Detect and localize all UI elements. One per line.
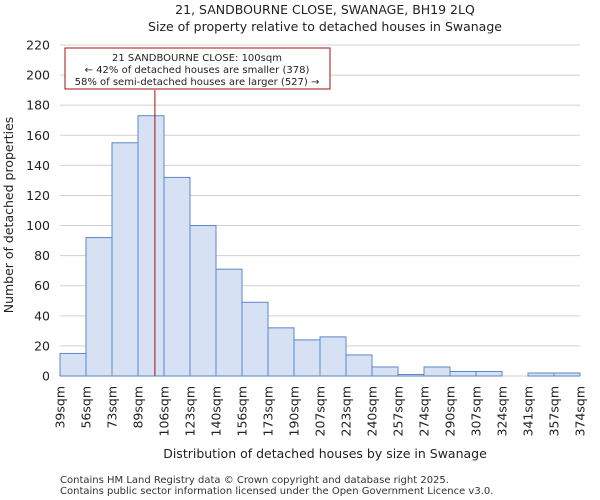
histogram-bar — [527, 372, 555, 377]
histogram-bar — [345, 354, 373, 377]
x-tick-group: 123sqm — [183, 386, 198, 436]
annotation-line-3: 58% of semi-detached houses are larger (… — [75, 77, 320, 88]
histogram-bar — [371, 366, 399, 377]
footer-line-2: Contains public sector information licen… — [60, 486, 493, 497]
x-tick-label: 290sqm — [443, 386, 458, 436]
x-tick-group: 257sqm — [391, 386, 406, 436]
annotation-frame — [64, 47, 331, 90]
histogram-bar — [163, 176, 191, 377]
annotation-line-2: ← 42% of detached houses are smaller (37… — [85, 65, 310, 76]
y-tick-label: 120 — [26, 188, 50, 203]
x-tick-label: 173sqm — [261, 386, 276, 436]
x-tick-label: 156sqm — [235, 386, 250, 436]
x-tick-label: 140sqm — [209, 386, 224, 436]
x-tick-label: 56sqm — [79, 386, 94, 429]
annotation-line-1: 21 SANDBOURNE CLOSE: 100sqm — [112, 53, 282, 64]
histogram-bar — [137, 115, 165, 377]
histogram-bar — [111, 142, 139, 377]
histogram-bar — [475, 370, 503, 377]
x-tick-group: 173sqm — [261, 386, 276, 436]
x-tick-group: 374sqm — [573, 386, 588, 436]
x-tick-group: 89sqm — [131, 386, 146, 429]
x-tick-label: 307sqm — [469, 386, 484, 436]
histogram-bar — [293, 339, 321, 377]
x-tick-label: 274sqm — [417, 386, 432, 436]
x-tick-label: 73sqm — [105, 386, 120, 429]
histogram-bar — [189, 225, 217, 377]
y-tick-label: 40 — [34, 308, 50, 323]
annotation-box: 21 SANDBOURNE CLOSE: 100sqm ← 42% of det… — [64, 47, 331, 90]
y-tick-label: 180 — [26, 98, 50, 113]
chart-subtitle: Size of property relative to detached ho… — [148, 19, 502, 34]
x-tick-group: 56sqm — [79, 386, 94, 429]
x-tick-group: 106sqm — [157, 386, 172, 436]
x-tick-label: 207sqm — [313, 386, 328, 436]
x-tick-group: 207sqm — [313, 386, 328, 436]
x-tick-group: 357sqm — [547, 386, 562, 436]
x-tick-group: 156sqm — [235, 386, 250, 436]
x-tick-group: 223sqm — [339, 386, 354, 436]
x-tick-group: 274sqm — [417, 386, 432, 436]
x-tick-group: 240sqm — [365, 386, 380, 436]
x-axis-label: Distribution of detached houses by size … — [163, 446, 487, 461]
bar-layer — [59, 115, 581, 377]
y-tick-label: 60 — [34, 278, 50, 293]
x-tick-label: 190sqm — [287, 386, 302, 436]
histogram-bar — [449, 370, 477, 377]
x-tick-group: 341sqm — [521, 386, 536, 436]
y-tick-label: 200 — [26, 68, 50, 83]
x-tick-group: 324sqm — [495, 386, 510, 436]
histogram-bar — [267, 327, 295, 377]
histogram-bar — [85, 237, 113, 377]
x-tick-group: 307sqm — [469, 386, 484, 436]
x-tick-label: 341sqm — [521, 386, 536, 436]
y-tick-label: 140 — [26, 158, 50, 173]
histogram-bar — [59, 352, 87, 377]
x-tick-label: 223sqm — [339, 386, 354, 436]
y-tick-label: 160 — [26, 128, 50, 143]
y-tick-layer: 0 20 40 60 80 100 120 140 160 180 200 220 — [26, 38, 50, 384]
histogram-bar — [423, 366, 451, 377]
histogram-bar — [553, 372, 581, 377]
x-tick-layer: 39sqm 56sqm 73sqm 89sqm 106sqm 123sqm 140sqm 15… — [53, 386, 588, 436]
x-tick-label: 257sqm — [391, 386, 406, 436]
y-tick-label: 100 — [26, 218, 50, 233]
histogram-bar — [215, 268, 243, 377]
x-tick-group: 140sqm — [209, 386, 224, 436]
x-tick-label: 357sqm — [547, 386, 562, 436]
chart-title: 21, SANDBOURNE CLOSE, SWANAGE, BH19 2LQ — [175, 2, 475, 17]
x-tick-group: 39sqm — [53, 386, 68, 429]
y-tick-label: 220 — [26, 38, 50, 53]
histogram-bar — [319, 336, 347, 377]
y-axis-label: Number of detached properties — [1, 117, 16, 314]
y-tick-label: 20 — [34, 338, 50, 353]
y-tick-label: 80 — [34, 248, 50, 263]
x-tick-group: 190sqm — [287, 386, 302, 436]
histogram-bar — [397, 373, 425, 377]
x-tick-label: 89sqm — [131, 386, 146, 429]
x-tick-label: 374sqm — [573, 386, 588, 436]
x-tick-label: 39sqm — [53, 386, 68, 429]
x-tick-label: 123sqm — [183, 386, 198, 436]
footer-line-1: Contains HM Land Registry data © Crown c… — [60, 475, 449, 486]
y-tick-label: 0 — [42, 369, 50, 384]
x-tick-label: 324sqm — [495, 386, 510, 436]
x-tick-group: 73sqm — [105, 386, 120, 429]
histogram-bar — [241, 301, 269, 377]
x-tick-group: 290sqm — [443, 386, 458, 436]
x-tick-label: 106sqm — [157, 386, 172, 436]
x-tick-label: 240sqm — [365, 386, 380, 436]
